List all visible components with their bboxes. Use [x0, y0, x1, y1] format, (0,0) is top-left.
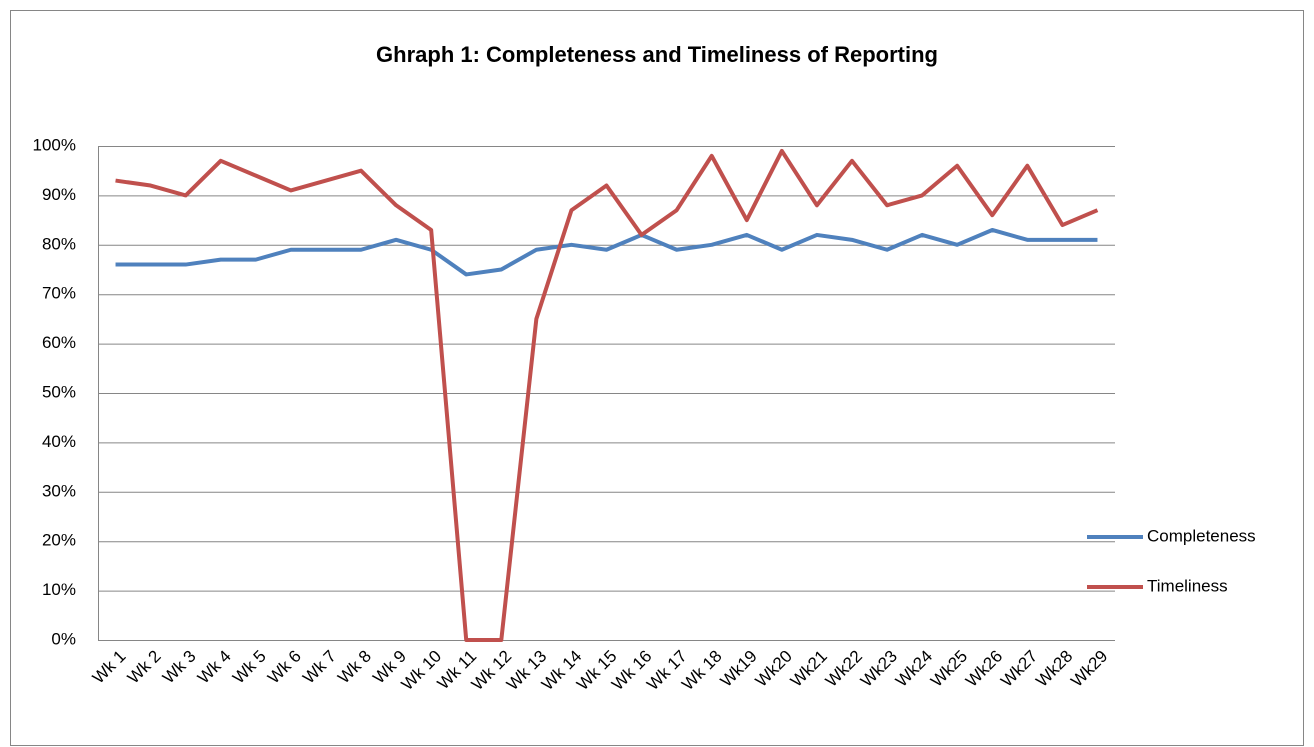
y-tick-label: 60%: [42, 333, 76, 352]
y-tick-label: 0%: [51, 629, 76, 648]
legend-label: Timeliness: [1147, 576, 1228, 595]
y-tick-label: 40%: [42, 432, 76, 451]
legend-label: Completeness: [1147, 526, 1256, 545]
y-tick-label: 70%: [42, 284, 76, 303]
y-tick-label: 90%: [42, 185, 76, 204]
y-tick-label: 30%: [42, 481, 76, 500]
y-tick-label: 80%: [42, 234, 76, 253]
y-tick-label: 10%: [42, 580, 76, 599]
y-tick-label: 100%: [33, 135, 76, 154]
series-line: [115, 148, 1099, 642]
y-tick-label: 20%: [42, 531, 76, 550]
chart-title: Ghraph 1: Completeness and Timeliness of…: [376, 42, 938, 67]
series-line: [115, 227, 1098, 277]
chart-border: [10, 10, 1304, 746]
y-tick-label: 50%: [42, 382, 76, 401]
